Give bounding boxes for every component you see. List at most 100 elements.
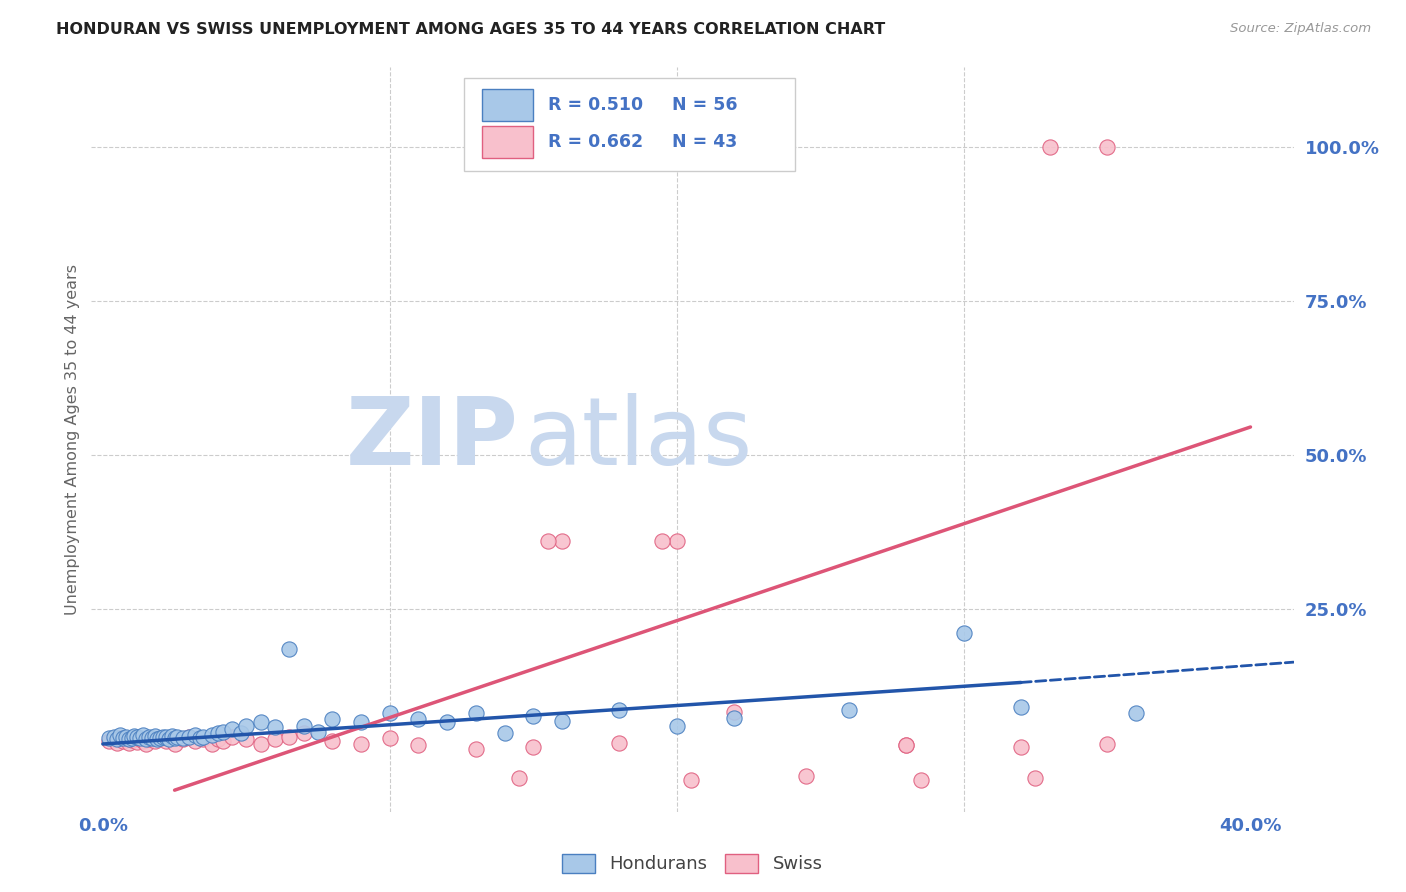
Point <box>97 731 120 745</box>
Point <box>1125 706 1147 721</box>
Point <box>235 732 257 747</box>
Point <box>551 533 574 548</box>
Point <box>152 730 174 744</box>
Point <box>177 730 200 744</box>
Point <box>97 734 120 748</box>
Point <box>124 729 146 743</box>
Point <box>494 726 516 740</box>
Point <box>132 734 155 748</box>
Point <box>155 734 177 748</box>
Point <box>108 731 131 745</box>
Point <box>292 726 315 740</box>
Point <box>121 731 143 745</box>
Point <box>143 729 166 743</box>
Text: atlas: atlas <box>524 393 752 485</box>
Point <box>229 726 252 740</box>
Point <box>149 731 172 745</box>
Point <box>155 730 177 744</box>
Point <box>278 641 301 656</box>
Point <box>143 734 166 748</box>
Point <box>111 731 134 745</box>
Point <box>1010 700 1032 714</box>
Point <box>952 626 974 640</box>
Point <box>607 736 630 750</box>
Point <box>408 738 430 752</box>
Point <box>292 718 315 732</box>
Point <box>607 703 630 717</box>
Text: N = 43: N = 43 <box>672 133 737 151</box>
Text: HONDURAN VS SWISS UNEMPLOYMENT AMONG AGES 35 TO 44 YEARS CORRELATION CHART: HONDURAN VS SWISS UNEMPLOYMENT AMONG AGE… <box>56 22 886 37</box>
Point <box>132 728 155 742</box>
Point <box>723 711 745 725</box>
Point <box>665 718 688 732</box>
Point <box>177 730 200 744</box>
Point <box>193 732 215 747</box>
Point <box>508 771 530 785</box>
Point <box>665 533 688 548</box>
Point <box>221 722 243 736</box>
Text: R = 0.662: R = 0.662 <box>548 133 644 151</box>
Text: N = 56: N = 56 <box>672 95 738 114</box>
Point <box>201 728 224 742</box>
Point <box>264 720 287 734</box>
Point <box>105 732 128 747</box>
Point <box>249 715 271 730</box>
Point <box>307 724 329 739</box>
FancyBboxPatch shape <box>464 78 794 171</box>
Point <box>221 730 243 744</box>
Point <box>264 732 287 747</box>
Point <box>551 714 574 728</box>
Point <box>166 730 188 744</box>
Point <box>163 737 186 751</box>
Point <box>172 732 194 747</box>
Point <box>464 742 486 756</box>
Point <box>157 732 180 747</box>
Point <box>160 729 183 743</box>
Point <box>838 703 860 717</box>
Point <box>794 769 817 783</box>
Point <box>321 734 343 748</box>
Point <box>146 732 169 747</box>
Point <box>896 738 918 752</box>
Point <box>679 772 702 787</box>
Point <box>111 734 134 748</box>
Point <box>408 712 430 726</box>
Point <box>141 731 163 745</box>
Point <box>651 533 673 548</box>
Point <box>201 737 224 751</box>
Point <box>103 732 125 747</box>
Point <box>350 737 373 751</box>
Point <box>249 737 271 751</box>
Point <box>378 706 401 721</box>
Point <box>183 728 205 742</box>
Point <box>172 731 194 745</box>
Point <box>321 712 343 726</box>
Point <box>118 732 141 747</box>
Point <box>163 731 186 745</box>
Point <box>138 732 160 747</box>
Point <box>124 731 146 745</box>
Point <box>536 533 558 548</box>
Point <box>135 732 157 747</box>
Point <box>129 731 152 746</box>
Point <box>183 734 205 748</box>
Y-axis label: Unemployment Among Ages 35 to 44 years: Unemployment Among Ages 35 to 44 years <box>65 264 80 615</box>
Point <box>149 731 172 745</box>
Point <box>278 730 301 744</box>
Point <box>193 730 215 744</box>
Point <box>378 731 401 745</box>
Point <box>522 709 544 723</box>
Point <box>1010 740 1032 755</box>
Point <box>207 726 229 740</box>
Point <box>1024 771 1046 785</box>
FancyBboxPatch shape <box>482 89 533 120</box>
Point <box>138 730 160 744</box>
Point <box>108 728 131 742</box>
Point <box>1095 737 1118 751</box>
Point <box>436 715 458 730</box>
Point <box>235 718 257 732</box>
Text: ZIP: ZIP <box>346 393 519 485</box>
Point <box>105 736 128 750</box>
Point <box>212 724 235 739</box>
Point <box>896 738 918 752</box>
